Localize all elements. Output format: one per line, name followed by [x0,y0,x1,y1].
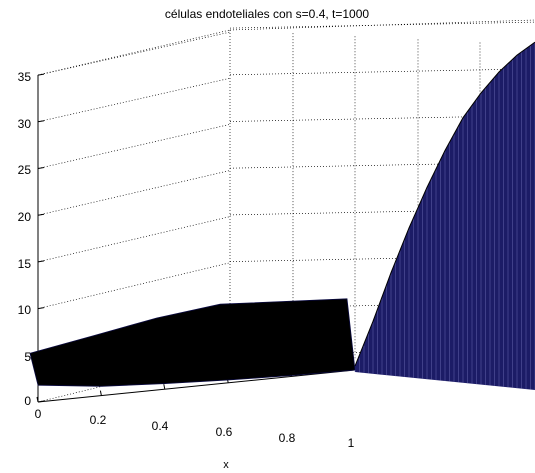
grid-line [37,170,231,216]
z-tick-mark [37,213,45,216]
grid-line [229,21,535,29]
z-tick-label: 5 [24,350,31,364]
grid-line [37,262,231,309]
grid-line [37,77,231,123]
z-tick-mark [37,73,45,76]
z-tick-mark [37,260,45,263]
z-tick-mark [37,167,45,169]
z-tick-label: 30 [18,117,32,131]
z-tick-label: 0 [24,394,31,408]
x-tick-label: 0.2 [90,413,107,427]
grid-line [37,216,231,263]
x-tick-label: 0.4 [152,419,169,433]
surface [29,41,535,390]
z-tick-mark [37,307,45,310]
z-tick-label: 20 [18,210,32,224]
z-tick-mark [37,120,45,123]
z-tick-label: 25 [18,163,32,177]
x-tick-label: 0 [35,407,42,421]
surface-floor [29,298,356,387]
z-tick-label: 15 [18,257,32,271]
chart-title: células endoteliales con s=0.4, t=1000 [165,7,369,21]
rising-edge [354,41,535,367]
x-axis-line [37,369,356,403]
x-tick-mark [99,390,102,396]
grid-line [229,68,535,76]
box-edge [229,19,535,31]
grid-line [37,31,231,76]
grid-line [37,124,231,169]
x-tick-label: 0.8 [279,431,296,445]
x-tick-mark [36,396,39,403]
box-edge [37,29,231,76]
z-tick-mark [37,400,45,403]
x-tick-mark [163,384,166,390]
x-tick-label: 0.6 [216,425,233,439]
z-tick-labels: 0 5 10 15 20 25 30 35 [18,70,32,408]
z-tick-label: 35 [18,70,32,84]
z-tick-label: 10 [18,303,32,317]
x-tick-labels: 0 0.2 0.4 0.6 0.8 1 [35,407,355,450]
x-axis-label: x [223,459,229,471]
x-tick-label: 1 [348,436,355,450]
